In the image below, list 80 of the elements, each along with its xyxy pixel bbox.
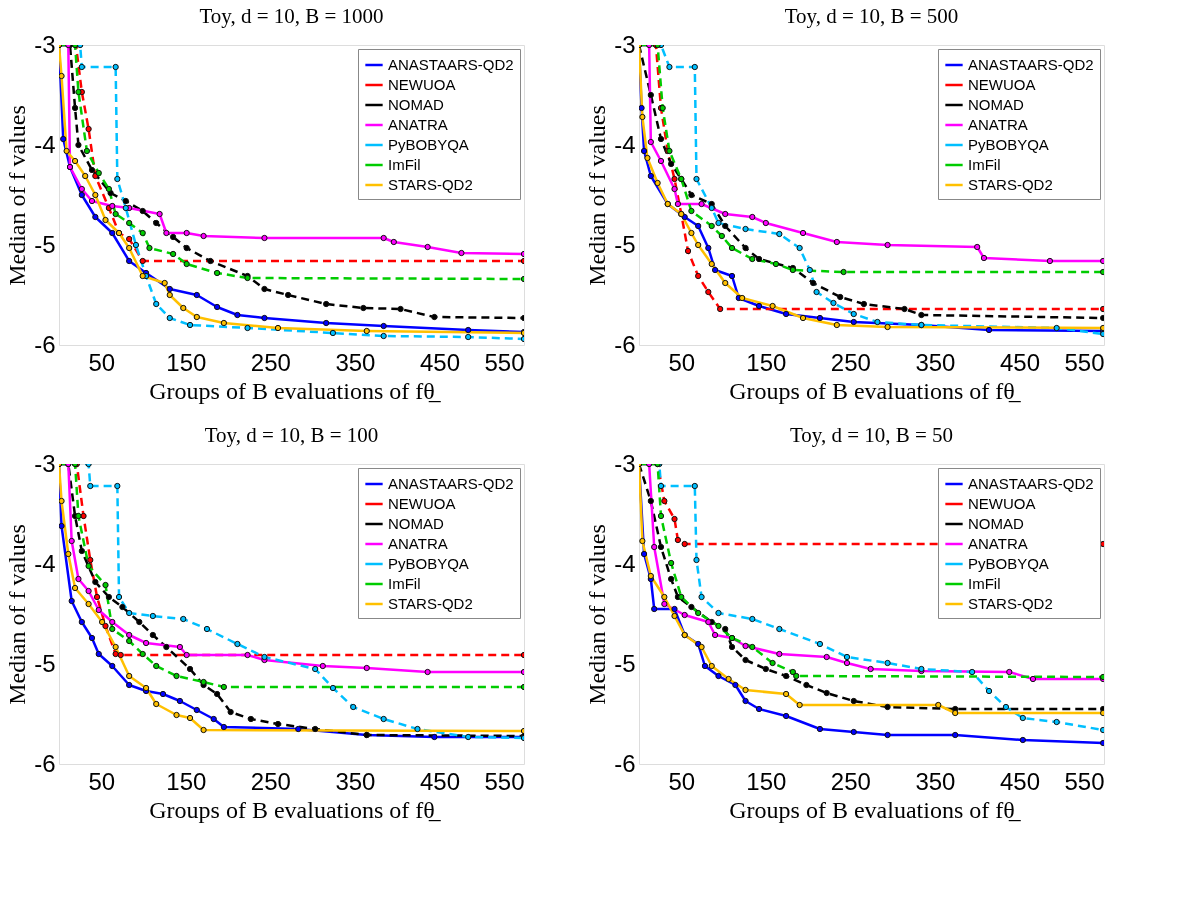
x-tick-label: 250 — [830, 348, 871, 376]
legend-label: NEWUOA — [968, 495, 1036, 512]
legend-label: PyBOBYQA — [388, 136, 469, 153]
x-axis-title: Groups of B evaluations of fθ̲ — [729, 796, 1022, 823]
legend-label: ImFil — [968, 156, 1001, 173]
x-tick-label: 350 — [915, 767, 956, 795]
legend-label: STARS-QD2 — [968, 176, 1053, 193]
chart-title: Toy, d = 10, B = 100 — [204, 423, 379, 447]
y-tick-label: -5 — [614, 649, 636, 677]
legend-label: NOMAD — [968, 515, 1024, 532]
y-tick-label: -5 — [34, 230, 56, 258]
y-tick-label: -5 — [34, 649, 56, 677]
legend-label: NEWUOA — [968, 76, 1036, 93]
y-axis-title: Median of f values — [4, 524, 31, 705]
x-tick-label: 550 — [1064, 348, 1105, 376]
x-axis-title: Groups of B evaluations of fθ̲ — [729, 377, 1022, 404]
legend-label: STARS-QD2 — [388, 595, 473, 612]
y-tick-label: -3 — [614, 30, 636, 58]
y-tick-label: -4 — [614, 549, 636, 577]
legend-label: NEWUOA — [388, 76, 456, 93]
x-tick-label: 250 — [250, 348, 291, 376]
x-tick-label: 350 — [915, 348, 956, 376]
x-tick-label: 550 — [1064, 767, 1105, 795]
y-tick-label: -6 — [34, 330, 56, 358]
chart-title: Toy, d = 10, B = 1000 — [199, 4, 384, 28]
legend-label: ImFil — [968, 575, 1001, 592]
y-tick-label: -3 — [34, 449, 56, 477]
legend-label: NOMAD — [968, 96, 1024, 113]
x-tick-label: 150 — [746, 348, 787, 376]
y-axis-title: Median of f values — [584, 105, 611, 286]
y-tick-label: -6 — [614, 330, 636, 358]
x-tick-label: 50 — [88, 767, 116, 795]
legend-label: NOMAD — [388, 96, 444, 113]
legend-label: NEWUOA — [388, 495, 456, 512]
x-tick-label: 150 — [746, 767, 787, 795]
x-tick-label: 250 — [830, 767, 871, 795]
x-tick-label: 350 — [335, 767, 376, 795]
x-tick-label: 350 — [335, 348, 376, 376]
legend-label: ANATRA — [388, 116, 448, 133]
legend-label: ANATRA — [968, 535, 1028, 552]
x-tick-label: 50 — [668, 348, 696, 376]
y-axis-title: Median of f values — [4, 105, 31, 286]
y-tick-label: -3 — [34, 30, 56, 58]
y-axis-title: Median of f values — [584, 524, 611, 705]
legend-label: PyBOBYQA — [968, 136, 1049, 153]
legend-label: ImFil — [388, 575, 421, 592]
x-tick-label: 150 — [166, 348, 207, 376]
y-tick-label: -6 — [34, 749, 56, 777]
y-tick-label: -4 — [34, 130, 56, 158]
x-tick-label: 50 — [668, 767, 696, 795]
x-tick-label: 550 — [484, 767, 525, 795]
x-tick-label: 450 — [419, 767, 460, 795]
y-tick-label: -4 — [34, 549, 56, 577]
chart-title: Toy, d = 10, B = 50 — [789, 423, 954, 447]
x-tick-label: 450 — [419, 348, 460, 376]
legend-label: ImFil — [388, 156, 421, 173]
legend-label: ANASTAARS-QD2 — [388, 475, 514, 492]
x-tick-label: 50 — [88, 348, 116, 376]
legend-label: ANATRA — [388, 535, 448, 552]
legend-label: ANASTAARS-QD2 — [388, 56, 514, 73]
x-axis-title: Groups of B evaluations of fθ̲ — [149, 377, 442, 404]
legend-label: PyBOBYQA — [968, 555, 1049, 572]
y-tick-label: -3 — [614, 449, 636, 477]
y-tick-label: -4 — [614, 130, 636, 158]
chart-title: Toy, d = 10, B = 500 — [784, 4, 959, 28]
x-tick-label: 450 — [999, 767, 1040, 795]
legend-label: PyBOBYQA — [388, 555, 469, 572]
legend-label: STARS-QD2 — [388, 176, 473, 193]
legend-label: NOMAD — [388, 515, 444, 532]
x-tick-label: 550 — [484, 348, 525, 376]
legend-label: ANASTAARS-QD2 — [968, 56, 1094, 73]
legend-label: STARS-QD2 — [968, 595, 1053, 612]
legend-label: ANATRA — [968, 116, 1028, 133]
y-tick-label: -5 — [614, 230, 636, 258]
x-tick-label: 150 — [166, 767, 207, 795]
x-tick-label: 450 — [999, 348, 1040, 376]
y-tick-label: -6 — [614, 749, 636, 777]
legend-label: ANASTAARS-QD2 — [968, 475, 1094, 492]
x-axis-title: Groups of B evaluations of fθ̲ — [149, 796, 442, 823]
x-tick-label: 250 — [250, 767, 291, 795]
